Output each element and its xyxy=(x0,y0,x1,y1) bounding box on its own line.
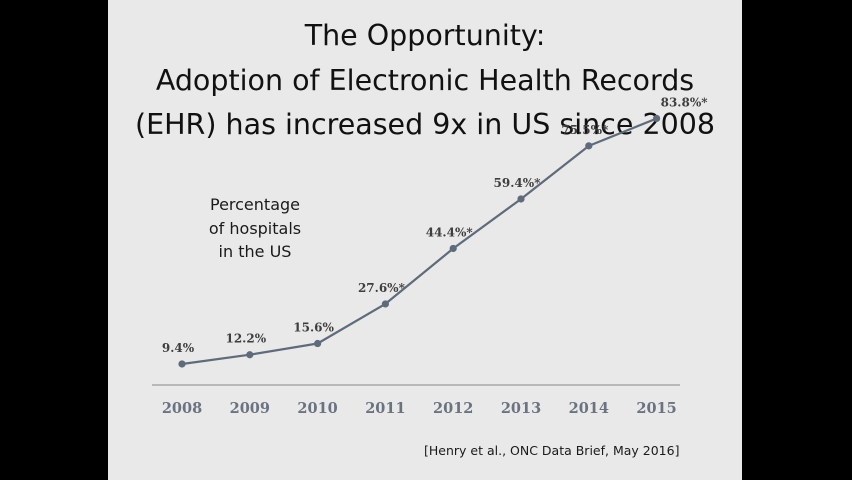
chart-caption: Percentage of hospitals in the US xyxy=(192,193,318,264)
slide-title: The Opportunity: Adoption of Electronic … xyxy=(108,14,742,148)
x-tick-label: 2015 xyxy=(636,400,676,417)
title-line-2: Adoption of Electronic Health Records xyxy=(155,63,695,97)
data-point xyxy=(653,114,661,123)
data-label: 15.6% xyxy=(293,321,334,335)
citation: [Henry et al., ONC Data Brief, May 2016] xyxy=(424,443,680,458)
x-tick-label: 2011 xyxy=(365,400,405,417)
x-tick-label: 2013 xyxy=(501,400,541,417)
data-label: 83.8%* xyxy=(661,95,709,109)
x-tick-label: 2010 xyxy=(297,400,337,417)
data-point xyxy=(246,351,254,359)
data-point xyxy=(585,142,593,150)
caption-line-2: of hospitals xyxy=(208,218,302,238)
caption-line-3: in the US xyxy=(218,242,292,261)
data-label: 27.6%* xyxy=(358,281,406,295)
slide: The Opportunity: Adoption of Electronic … xyxy=(108,0,742,480)
x-tick-label: 2012 xyxy=(433,400,473,417)
data-point xyxy=(178,360,186,368)
data-label: 12.2% xyxy=(225,332,266,346)
data-point xyxy=(449,244,457,253)
data-label: 9.4% xyxy=(162,341,195,355)
x-tick-label: 2009 xyxy=(230,400,270,417)
x-tick-label: 2008 xyxy=(162,400,202,417)
data-point xyxy=(381,300,389,308)
title-line-1: The Opportunity: xyxy=(304,19,546,52)
data-label: 59.4%* xyxy=(494,176,542,190)
x-tick-label: 2014 xyxy=(569,400,609,417)
caption-line-1: Percentage xyxy=(209,195,300,214)
data-label: 75.5%* xyxy=(561,123,609,137)
series-line xyxy=(181,117,658,366)
data-label: 44.4%* xyxy=(426,225,474,239)
data-point xyxy=(314,339,322,348)
title-line-3: (EHR) has increased 9x in US since 2008 xyxy=(135,108,715,141)
line-chart: 9.4% 12.2% 15.6% 27.6%* 44.4%* 59.4%* 75.5%* 83… xyxy=(152,95,709,417)
data-point xyxy=(517,195,525,203)
